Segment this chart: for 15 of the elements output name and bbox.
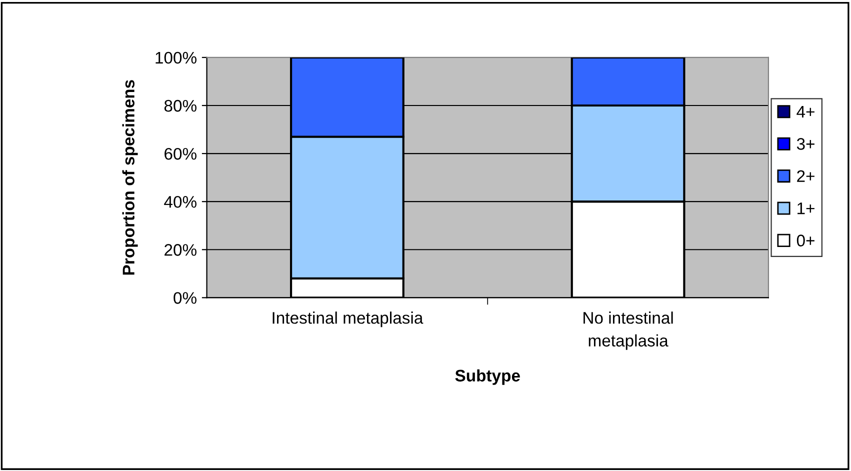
legend-label: 1+ (798, 202, 814, 214)
x-tick-label: No intestinal metaplasia (584, 312, 673, 350)
legend-label: 4+ (796, 106, 814, 118)
x-axis-title: Subtype (455, 369, 520, 385)
legend-label: 3+ (796, 138, 814, 150)
y-tick-label: 60% (164, 148, 196, 160)
y-axis-title: Proportion of specimens (122, 80, 138, 275)
y-tick-label: 20% (164, 244, 196, 256)
legend-label: 0+ (796, 234, 814, 246)
y-tick-label: 0% (174, 292, 196, 304)
legend-label: 2+ (797, 170, 814, 182)
y-tick-label: 40% (164, 196, 196, 208)
y-tick-label: 80% (164, 100, 196, 112)
x-tick-label: Intestinal metaplasia (272, 312, 424, 328)
y-tick-label: 100% (156, 52, 196, 64)
